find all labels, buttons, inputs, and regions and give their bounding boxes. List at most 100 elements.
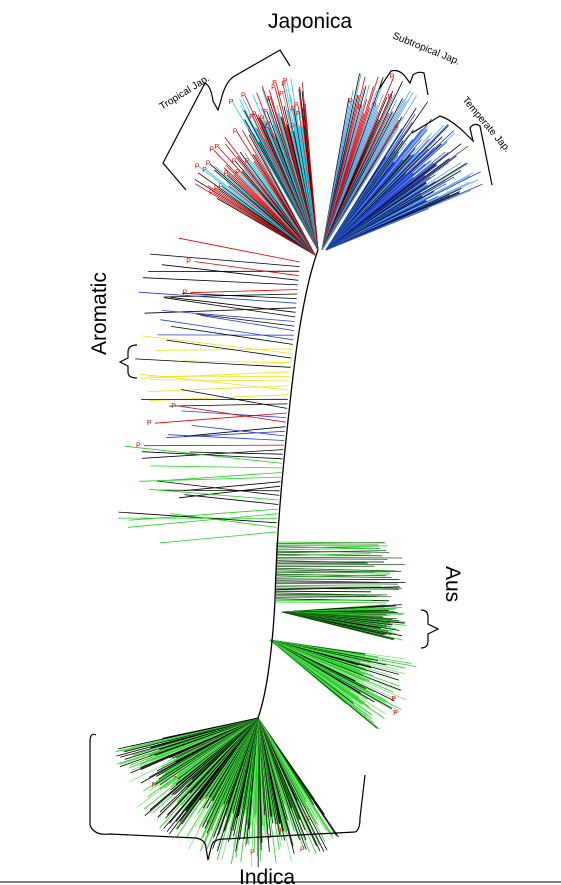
tree-branch: [281, 611, 394, 641]
p-marker: P: [171, 403, 176, 410]
tree-branch: [135, 358, 291, 368]
tree-branch: [143, 277, 299, 286]
tree-branch: [160, 319, 294, 341]
tree-branch: [269, 639, 347, 705]
p-marker: P: [209, 190, 214, 197]
p-marker: P: [218, 183, 223, 190]
p-marker: P: [391, 696, 396, 703]
tree-branch: [157, 480, 280, 496]
p-marker: P: [215, 144, 220, 151]
tree-branch: [182, 360, 292, 364]
p-marker: P: [186, 259, 191, 266]
tree-branch: [275, 584, 382, 587]
tree-branch: [275, 570, 402, 574]
aus-bracket: [420, 609, 440, 649]
aromatic-label: Aromatic: [88, 272, 111, 355]
p-marker: P: [394, 125, 399, 132]
tree-branch: [140, 371, 291, 379]
tree-branch: [143, 444, 284, 447]
tree-branch: [157, 489, 280, 492]
p-marker: P: [300, 846, 305, 853]
tree-branch: [275, 578, 400, 580]
tree-branch: [275, 574, 389, 578]
tree-branch: [275, 564, 405, 566]
p-marker: P: [231, 158, 236, 165]
tree-branch: [275, 586, 402, 589]
p-marker: P: [280, 828, 285, 835]
tree-branch: [138, 373, 289, 391]
subtropical-japonica-bracket: [378, 69, 429, 96]
p-marker: P: [206, 161, 211, 168]
indica-bracket: [89, 733, 366, 861]
tree-branch: [190, 289, 298, 294]
p-marker: P: [296, 111, 301, 118]
tree-trunk: [257, 249, 319, 719]
tree-branch: [184, 494, 279, 505]
tree-branch: [183, 481, 281, 492]
p-marker: P: [283, 78, 288, 85]
p-marker: P: [390, 74, 395, 81]
tree-branch: [155, 348, 293, 351]
p-marker: P: [271, 85, 276, 92]
tree-branch: [118, 511, 277, 524]
tree-branch: [161, 310, 295, 322]
tree-branch: [275, 557, 403, 559]
p-marker: P: [266, 121, 271, 128]
tree-branch: [275, 550, 387, 554]
tree-branch: [144, 307, 296, 314]
p-marker: P: [272, 135, 277, 142]
p-marker: P: [202, 796, 207, 803]
p-marker: P: [252, 111, 257, 118]
p-marker: P: [147, 420, 152, 427]
aromatic-bracket: [118, 344, 138, 379]
tree-branch: [191, 425, 285, 437]
tree-branch: [275, 545, 388, 549]
tree-branch: [161, 264, 299, 281]
tree-branch: [124, 445, 283, 464]
tree-branch: [325, 208, 429, 251]
tree-branch: [164, 297, 296, 318]
tree-branch: [196, 313, 295, 327]
p-marker: P: [294, 102, 299, 109]
tree-branch: [127, 513, 278, 528]
p-marker: P: [279, 91, 284, 98]
tree-branch: [168, 472, 282, 481]
tropical-japonica-bracket: [162, 49, 291, 191]
p-marker: P: [388, 94, 393, 101]
p-marker: P: [214, 186, 219, 193]
p-marker: P: [281, 81, 286, 88]
p-marker: P: [291, 106, 296, 113]
tree-branch: [181, 389, 288, 409]
tree-branch: [275, 547, 376, 551]
tree-branch: [166, 339, 292, 359]
tree-branch: [182, 293, 297, 299]
tree-branch: [275, 601, 386, 604]
p-marker: P: [372, 102, 377, 109]
p-marker: P: [209, 147, 214, 154]
tree-branch: [275, 575, 392, 578]
temperate-japonica-bracket: [411, 115, 493, 186]
p-marker: P: [290, 123, 295, 130]
tree-branch: [162, 717, 259, 739]
tree-branch: [147, 385, 290, 392]
tropical-japonica-label: Tropical Jap.: [158, 73, 212, 112]
tree-branch: [194, 261, 299, 277]
tree-branch: [150, 253, 300, 267]
p-marker: P: [151, 783, 156, 790]
tree-branch: [275, 593, 388, 596]
japonica-label: Japonica: [268, 10, 352, 33]
tree-branch: [275, 596, 377, 598]
tree-branch: [275, 587, 399, 590]
tree-branch: [141, 335, 292, 354]
tree-branch: [321, 127, 399, 251]
tree-branch: [179, 405, 286, 423]
tree-branch: [168, 434, 285, 441]
tree-branch: [178, 237, 301, 263]
tree-branch: [149, 488, 279, 501]
tree-branch: [247, 129, 316, 256]
tree-branch: [275, 553, 383, 557]
tree-branch: [142, 451, 283, 460]
tree-branch: [275, 581, 406, 583]
